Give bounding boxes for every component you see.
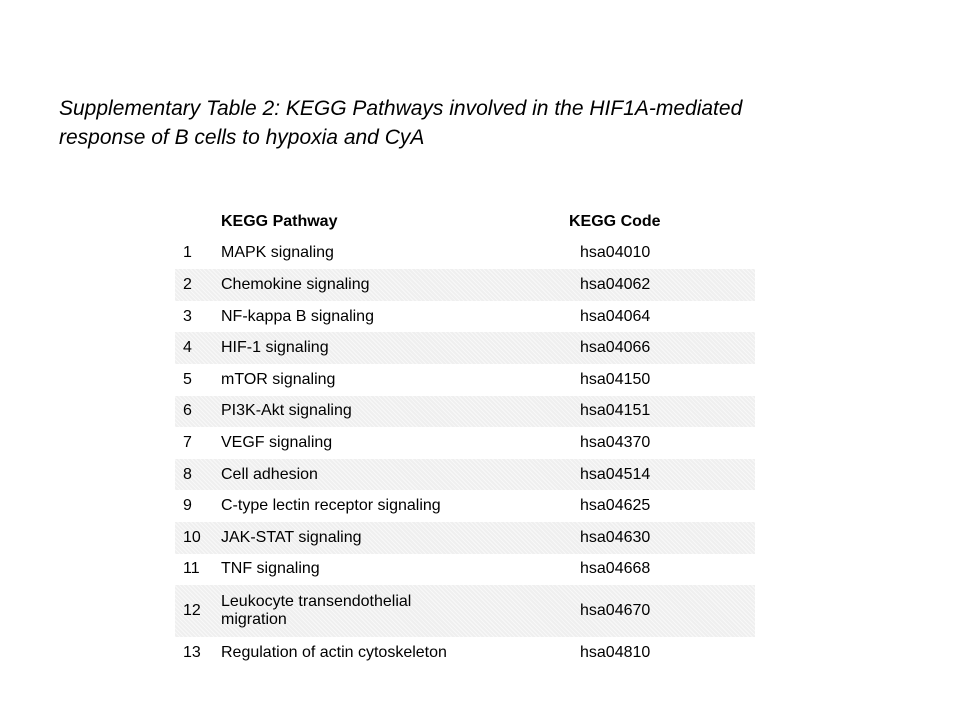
row-number: 11 bbox=[183, 560, 200, 578]
row-code: hsa04625 bbox=[580, 497, 651, 515]
row-number: 9 bbox=[183, 497, 192, 515]
row-number: 5 bbox=[183, 370, 192, 388]
table-row: 12 Leukocyte transendothelial migration … bbox=[175, 585, 755, 638]
row-code: hsa04064 bbox=[580, 307, 651, 325]
row-code: hsa04810 bbox=[580, 643, 651, 661]
row-number: 6 bbox=[183, 402, 192, 420]
table-row: 4 HIF-1 signaling hsa04066 bbox=[175, 332, 755, 364]
row-pathway: mTOR signaling bbox=[221, 370, 336, 388]
row-pathway: TNF signaling bbox=[221, 560, 320, 578]
row-code: hsa04630 bbox=[580, 528, 651, 546]
table-row: 7 VEGF signaling hsa04370 bbox=[175, 427, 755, 459]
row-code: hsa04150 bbox=[580, 370, 651, 388]
table-row: 3 NF-kappa B signaling hsa04064 bbox=[175, 301, 755, 333]
row-code: hsa04370 bbox=[580, 433, 651, 451]
caption-line-2: response of B cells to hypoxia and CyA bbox=[59, 126, 425, 149]
table-row: 8 Cell adhesion hsa04514 bbox=[175, 458, 755, 491]
table-row: 6 PI3K-Akt signaling hsa04151 bbox=[175, 395, 755, 428]
row-number: 7 bbox=[183, 433, 192, 451]
row-number: 8 bbox=[183, 465, 192, 483]
row-pathway: Cell adhesion bbox=[221, 465, 318, 483]
table-row: 9 C-type lectin receptor signaling hsa04… bbox=[175, 490, 755, 522]
row-number: 2 bbox=[183, 275, 192, 293]
table-row: 11 TNF signaling hsa04668 bbox=[175, 554, 755, 586]
row-pathway: Chemokine signaling bbox=[221, 275, 370, 293]
row-pathway: VEGF signaling bbox=[221, 433, 333, 451]
row-number: 4 bbox=[183, 339, 192, 357]
row-number: 12 bbox=[183, 602, 201, 620]
table-row: 2 Chemokine signaling hsa04062 bbox=[175, 269, 755, 301]
row-code: hsa04010 bbox=[580, 244, 651, 262]
table-row: 5 mTOR signaling hsa04150 bbox=[175, 364, 755, 396]
row-code: hsa04062 bbox=[580, 275, 651, 293]
row-pathway: JAK-STAT signaling bbox=[221, 528, 362, 546]
row-pathway: NF-kappa B signaling bbox=[221, 307, 374, 325]
row-pathway: HIF-1 signaling bbox=[221, 339, 329, 357]
row-code: hsa04514 bbox=[580, 465, 651, 483]
row-pathway: PI3K-Akt signaling bbox=[221, 402, 352, 420]
row-number: 3 bbox=[183, 307, 192, 325]
row-number: 13 bbox=[183, 643, 201, 661]
kegg-pathway-table: KEGG Pathway KEGG Code 1 MAPK signaling … bbox=[175, 206, 755, 669]
row-pathway: C-type lectin receptor signaling bbox=[221, 497, 441, 515]
caption-line-1: Supplementary Table 2: KEGG Pathways inv… bbox=[59, 97, 743, 120]
table-header-row: KEGG Pathway KEGG Code bbox=[175, 206, 755, 238]
table-caption: Supplementary Table 2: KEGG Pathways inv… bbox=[59, 94, 899, 152]
row-number: 1 bbox=[183, 244, 192, 262]
header-kegg-code: KEGG Code bbox=[569, 212, 661, 230]
header-kegg-pathway: KEGG Pathway bbox=[221, 212, 338, 230]
row-code: hsa04066 bbox=[580, 339, 651, 357]
row-number: 10 bbox=[183, 528, 201, 546]
row-pathway: Leukocyte transendothelial migration bbox=[221, 593, 412, 629]
table-row: 10 JAK-STAT signaling hsa04630 bbox=[175, 521, 755, 554]
table-row: 1 MAPK signaling hsa04010 bbox=[175, 238, 755, 270]
row-pathway: Regulation of actin cytoskeleton bbox=[221, 643, 447, 661]
row-pathway: MAPK signaling bbox=[221, 244, 334, 262]
row-code: hsa04670 bbox=[580, 602, 651, 620]
row-code: hsa04668 bbox=[580, 560, 651, 578]
row-code: hsa04151 bbox=[580, 402, 651, 420]
table-row: 13 Regulation of actin cytoskeleton hsa0… bbox=[175, 637, 755, 669]
